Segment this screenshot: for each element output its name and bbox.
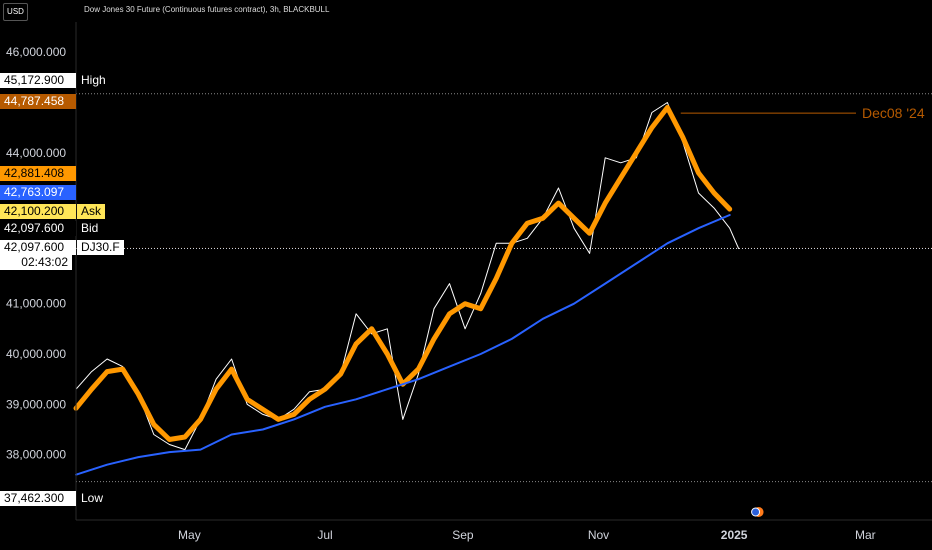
price-tag-bid: 42,097.600 [0,221,76,236]
x-tick-label: Mar [855,528,876,542]
price-tag-smooth-last: 42,881.408 [0,166,76,181]
countdown-label: 02:43:02 [0,255,72,270]
y-tick-label: 38,000.000 [6,448,66,462]
currency-button[interactable]: USD [3,3,28,21]
price-tag-low: 37,462.300 [0,491,76,506]
y-tick-label: 46,000.000 [6,45,66,59]
price-tag-high: 45,172.900 [0,73,76,88]
x-tick-label: Sep [452,528,474,542]
series-line-0 [75,102,740,451]
price-tag-ask: 42,100.200 [0,204,76,219]
annotation-label: Dec08 '24 [862,105,925,121]
series-line-2 [75,214,731,476]
flag-icon [751,507,761,517]
x-tick-label: Jul [317,528,332,542]
y-tick-label: 40,000.000 [6,347,66,361]
x-tick-label: 2025 [721,528,748,542]
price-tag-label-last: DJ30.F [77,240,124,255]
price-tag-last: 42,097.600 [0,240,76,255]
price-tag-label-ask: Ask [77,204,106,219]
price-tag-ma-last: 44,787.458 [0,94,76,109]
chart-header: USD Dow Jones 30 Future (Continuous futu… [0,0,932,22]
series-line-1 [73,105,733,442]
price-tag-label-bid: Bid [81,221,99,235]
price-tag-label-low: Low [77,491,108,506]
y-tick-label: 44,000.000 [6,146,66,160]
x-tick-label: Nov [588,528,609,542]
x-tick-label: May [178,528,201,542]
y-tick-label: 39,000.000 [6,397,66,411]
price-tag-ema-last: 42,763.097 [0,185,76,200]
y-tick-label: 41,000.000 [6,297,66,311]
price-tag-label-high: High [81,73,106,87]
chart-title: Dow Jones 30 Future (Continuous futures … [84,5,330,14]
